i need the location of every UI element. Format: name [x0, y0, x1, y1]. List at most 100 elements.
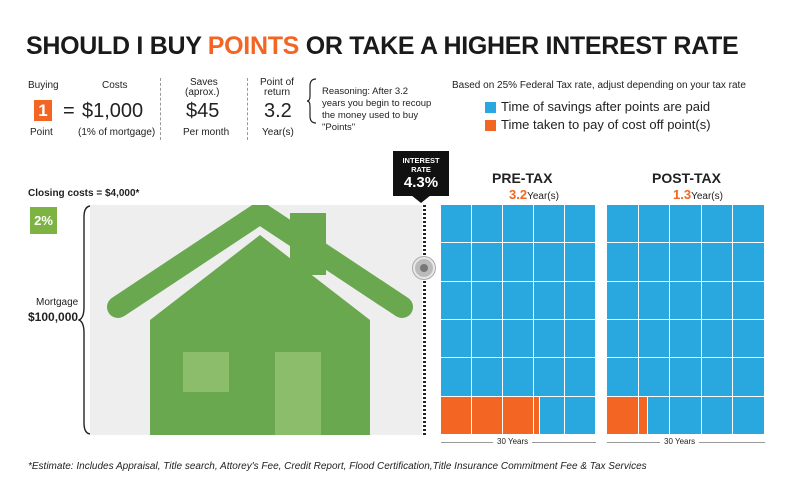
year-cell: [565, 243, 596, 282]
year-cell: [565, 281, 596, 320]
posttax-payback-unit: Year(s): [691, 191, 723, 202]
reasoning-text: Reasoning: After 3.2 years you begin to …: [322, 86, 432, 133]
year-cell: [441, 358, 472, 397]
year-cell: [503, 243, 534, 282]
equals-sign: =: [63, 100, 75, 122]
return-header-2: return: [264, 87, 291, 98]
year-cell: [701, 320, 734, 359]
year-cell: [472, 320, 503, 359]
payback-bar: [441, 396, 541, 435]
year-cell: [534, 320, 565, 359]
year-cell: [670, 281, 702, 320]
year-cell: [670, 205, 702, 244]
payback-divider: [533, 396, 534, 435]
year-cell: [534, 205, 565, 244]
interest-rate-label-1: INTEREST: [402, 156, 440, 165]
page-title: SHOULD I BUY POINTS OR TAKE A HIGHER INT…: [26, 32, 739, 61]
return-value: 3.2: [264, 100, 292, 122]
year-cell: [670, 358, 702, 397]
year-cell: [701, 396, 734, 435]
title-text-post: OR TAKE A HIGHER INTEREST RATE: [299, 32, 739, 60]
year-cell: [503, 358, 534, 397]
pretax-payback: 3.2Year(s): [509, 186, 559, 204]
posttax-axis-label: 30 Years: [660, 437, 700, 446]
legend-label-payback: Time taken to pay of cost off point(s): [501, 117, 711, 132]
year-cell: [701, 205, 734, 244]
pretax-axis-label: 30 Years: [493, 437, 533, 446]
posttax-title: POST-TAX: [652, 170, 721, 186]
year-cell: [733, 243, 765, 282]
year-cell: [441, 205, 472, 244]
year-cell: [733, 396, 765, 435]
posttax-payback: 1.3Year(s): [673, 186, 723, 204]
year-cell: [607, 205, 639, 244]
closing-costs: Closing costs = $4,000*: [28, 188, 139, 199]
pretax-payback-value: 3.2: [509, 187, 528, 202]
saves-header-1: Saves: [190, 77, 218, 88]
year-cell: [638, 205, 671, 244]
year-cell: [534, 281, 565, 320]
year-cell: [607, 243, 639, 282]
interest-rate-badge: INTEREST RATE 4.3%: [393, 151, 449, 196]
year-cell: [565, 396, 596, 435]
year-cell: [638, 358, 671, 397]
mortgage-value: $100,000: [28, 310, 79, 324]
reasoning-brace-icon: [306, 78, 317, 124]
buying-header: Buying: [28, 80, 59, 91]
interest-rate-slider-track[interactable]: [423, 205, 426, 435]
points-count-box: 1: [34, 100, 52, 121]
title-text-pre: SHOULD I BUY: [26, 32, 208, 60]
year-cell: [503, 320, 534, 359]
house-icon: [107, 205, 413, 435]
year-cell: [441, 243, 472, 282]
year-cell: [701, 358, 734, 397]
mortgage-label: Mortgage: [36, 297, 79, 308]
tax-note: Based on 25% Federal Tax rate, adjust de…: [452, 80, 746, 91]
footnote: *Estimate: Includes Appraisal, Title sea…: [28, 461, 647, 472]
year-cell: [607, 281, 639, 320]
interest-rate-pointer-icon: [411, 195, 431, 203]
legend-swatch-savings: [485, 102, 496, 113]
saves-value: $45: [186, 100, 220, 122]
year-cell: [638, 396, 671, 435]
saves-header-2: (aprox.): [185, 87, 220, 98]
interest-rate-label-2: RATE: [411, 165, 431, 174]
divider: [160, 78, 161, 140]
year-cell: [670, 396, 702, 435]
pretax-title: PRE-TAX: [492, 170, 553, 186]
year-cell: [472, 358, 503, 397]
legend-label-savings: Time of savings after points are paid: [501, 99, 711, 114]
pretax-payback-unit: Year(s): [527, 191, 559, 202]
mortgage-brace-icon: [78, 205, 92, 435]
year-cell: [534, 396, 565, 435]
closing-percent-badge: 2%: [30, 207, 57, 234]
year-cell: [733, 281, 765, 320]
posttax-grid: [607, 205, 765, 435]
title-highlight: POINTS: [207, 32, 300, 60]
year-cell: [472, 205, 503, 244]
year-cell: [565, 358, 596, 397]
payback-divider: [471, 396, 472, 435]
closing-costs-label: Closing costs =: [28, 188, 105, 199]
return-sub: Year(s): [262, 127, 294, 138]
legend-swatch-payback: [485, 120, 496, 131]
year-cell: [472, 243, 503, 282]
year-cell: [701, 281, 734, 320]
year-cell: [638, 243, 671, 282]
year-cell: [607, 320, 639, 359]
year-cell: [638, 320, 671, 359]
year-cell: [733, 320, 765, 359]
year-cell: [607, 358, 639, 397]
saves-sub: Per month: [183, 127, 230, 138]
year-cell: [441, 281, 472, 320]
divider: [247, 78, 248, 140]
return-header-1: Point of: [260, 77, 294, 88]
year-cell: [670, 243, 702, 282]
payback-bar: [607, 396, 649, 435]
costs-header: Costs: [102, 80, 128, 91]
year-cell: [534, 358, 565, 397]
costs-value: $1,000: [82, 100, 144, 122]
year-cell: [565, 320, 596, 359]
slider-handle-center-icon: [420, 264, 428, 272]
year-cell: [701, 243, 734, 282]
